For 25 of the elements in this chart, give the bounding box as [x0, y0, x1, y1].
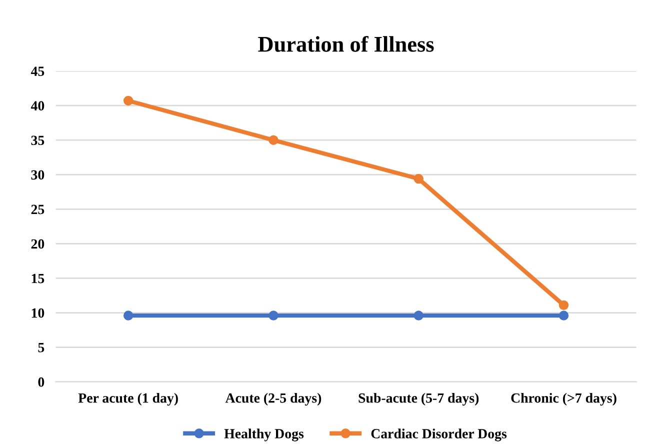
point: [123, 96, 134, 106]
x-tick-label: Per acute (1 day): [78, 392, 178, 406]
legend-label: Healthy Dogs: [224, 428, 304, 442]
x-tick-label: Sub-acute (5-7 days): [358, 392, 479, 406]
y-tick-label: 0: [38, 377, 44, 387]
y-tick-label: 35: [31, 136, 44, 146]
y-tick-label: 45: [30, 66, 44, 76]
y-tick-label: 20: [31, 239, 44, 249]
x-tick-label: Chronic (>7 days): [511, 392, 616, 406]
point: [414, 174, 424, 184]
point: [268, 135, 278, 145]
point: [123, 310, 134, 320]
point: [268, 310, 278, 320]
y-tick-label: 15: [32, 274, 44, 284]
x-tick-label: Acute (2-5 days): [225, 392, 322, 406]
y-tick-label: 10: [32, 308, 44, 318]
point: [558, 300, 569, 310]
point: [558, 310, 569, 320]
y-tick-label: 30: [31, 170, 44, 180]
y-tick-label: 40: [30, 101, 44, 111]
legend-label: Cardiac Disorder Dogs: [371, 428, 507, 442]
y-tick-label: 25: [31, 204, 44, 214]
chart-title: Duration of Illness: [258, 36, 434, 52]
y-tick-label: 5: [38, 343, 44, 352]
point: [414, 310, 424, 320]
